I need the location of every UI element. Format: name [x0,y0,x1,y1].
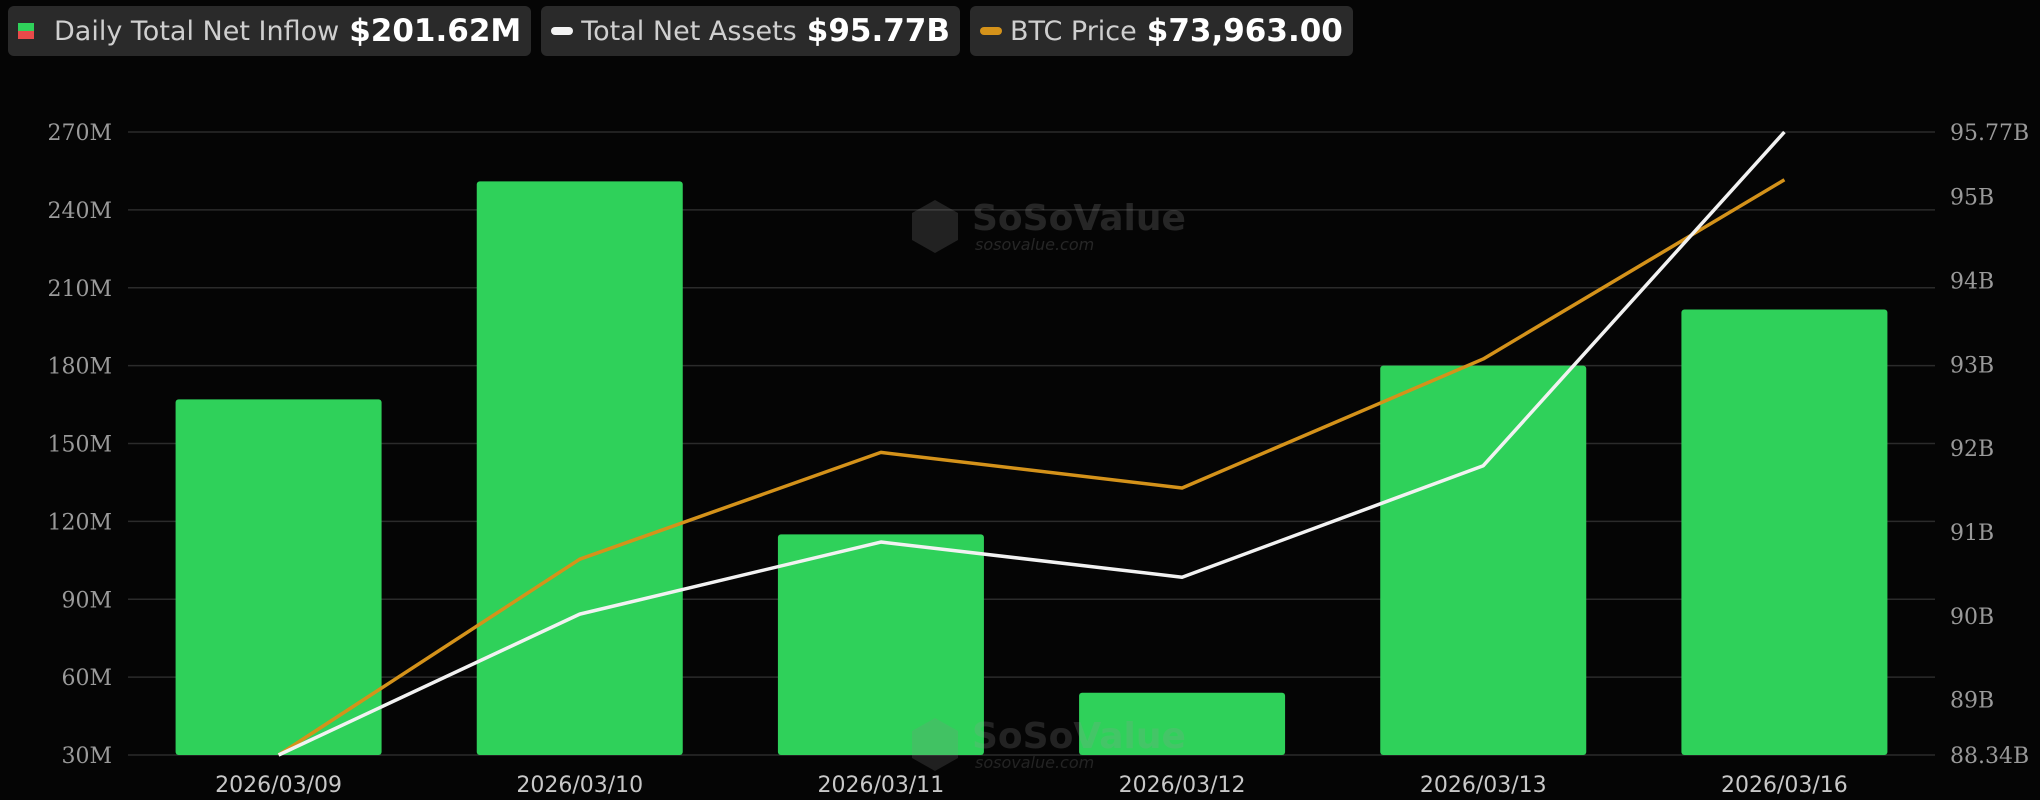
svg-text:sosovalue.com: sosovalue.com [975,235,1094,254]
y-right-tick-label: 89B [1950,689,1994,714]
y-right-tick-label: 93B [1950,353,1994,378]
x-tick-label: 2026/03/11 [818,773,945,798]
legend-assets[interactable]: Total Net Assets $95.77B [541,6,961,56]
y-axis-right: 88.34B 89B 90B 91B 92B 93B 94B 95B 95.77B [1950,121,2029,769]
y-right-tick-label: 88.34B [1950,744,2029,769]
svg-text:sosovalue.com: sosovalue.com [975,753,1094,772]
total-net-assets-line [277,130,1786,757]
y-right-tick-label: 91B [1950,521,1994,546]
btc-price-line [277,178,1786,757]
svg-text:SoSoValue: SoSoValue [972,716,1186,757]
grid-lines [128,131,1935,756]
x-axis: 2026/03/09 2026/03/10 2026/03/11 2026/03/12… [215,773,1848,798]
svg-text:SoSoValue: SoSoValue [972,198,1186,239]
y-left-tick-label: 30M [61,744,112,769]
legend: Daily Total Net Inflow $201.62M Total Ne… [8,6,1353,56]
inflow-bar [1380,365,1587,755]
inflow-bar [1079,692,1286,755]
legend-btc-value: $73,963.00 [1146,13,1343,49]
x-tick-label: 2026/03/13 [1420,773,1547,798]
legend-assets-label: Total Net Assets [581,15,797,47]
y-left-tick-label: 270M [47,121,112,146]
inflow-bar [175,399,382,755]
lines [277,130,1786,757]
x-tick-label: 2026/03/12 [1119,773,1246,798]
inflow-bar [777,534,984,755]
y-left-tick-label: 150M [47,433,112,458]
y-axis-left: 30M 60M 90M 120M 150M 180M 210M 240M 270M [47,121,112,769]
x-tick-label: 2026/03/16 [1721,773,1848,798]
inflow-bar [476,181,683,756]
inflow-bar [1681,309,1888,755]
y-left-tick-label: 180M [47,355,112,380]
bars [175,181,1888,756]
btc-line-swatch-icon [980,27,1003,35]
legend-assets-value: $95.77B [806,13,951,49]
y-left-tick-label: 210M [47,277,112,302]
y-left-tick-label: 90M [61,588,112,613]
y-right-tick-label: 92B [1950,437,1994,462]
legend-btc[interactable]: BTC Price $73,963.00 [970,6,1353,56]
y-right-tick-label: 90B [1950,605,1994,630]
y-right-tick-label: 94B [1950,269,1994,294]
y-left-tick-label: 60M [61,666,112,691]
inflow-swatch-icon [18,23,34,39]
legend-inflow-label: Daily Total Net Inflow [54,15,340,47]
y-left-tick-label: 120M [47,510,112,535]
legend-btc-label: BTC Price [1010,15,1137,47]
watermark-top: SoSoValue sosovalue.com [912,198,1186,254]
y-right-tick-label: 95B [1950,186,1994,211]
y-left-tick-label: 240M [47,199,112,224]
y-right-tick-label: 95.77B [1950,121,2029,146]
watermark-bottom: SoSoValue sosovalue.com [912,716,1186,772]
legend-inflow-value: $201.62M [349,13,522,49]
x-tick-label: 2026/03/09 [215,773,342,798]
legend-inflow[interactable]: Daily Total Net Inflow $201.62M [8,6,532,56]
assets-line-swatch-icon [551,27,574,35]
x-tick-label: 2026/03/10 [516,773,643,798]
